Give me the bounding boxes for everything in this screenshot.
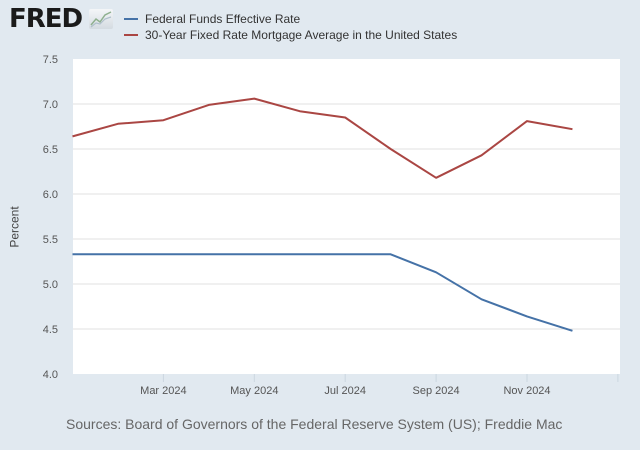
legend-label: Federal Funds Effective Rate — [145, 12, 301, 26]
legend-label: 30-Year Fixed Rate Mortgage Average in t… — [145, 28, 458, 42]
x-tick-label: Mar 2024 — [140, 385, 186, 397]
y-tick-label: 5.0 — [43, 279, 58, 291]
legend-item-fed-funds[interactable]: Federal Funds Effective Rate — [124, 11, 457, 27]
series-line-1 — [72, 97, 573, 179]
source-note: Sources: Board of Governors of the Feder… — [66, 416, 563, 432]
x-tick-label: Jul 2024 — [324, 385, 366, 397]
y-tick-label: 6.5 — [43, 144, 58, 156]
fred-logo[interactable]: FRED — [9, 4, 83, 34]
y-tick-label: 5.5 — [43, 234, 58, 246]
legend: Federal Funds Effective Rate 30-Year Fix… — [124, 11, 457, 43]
y-tick-label: 7.0 — [43, 99, 58, 111]
y-tick-label: 4.0 — [43, 369, 58, 381]
y-tick-label: 7.5 — [43, 54, 58, 66]
legend-item-mortgage[interactable]: 30-Year Fixed Rate Mortgage Average in t… — [124, 27, 457, 43]
x-tick-label: Sep 2024 — [413, 385, 460, 397]
y-tick-label: 6.0 — [43, 189, 58, 201]
x-tick-label: Nov 2024 — [503, 385, 550, 397]
x-tick-label: May 2024 — [230, 385, 278, 397]
y-tick-label: 4.5 — [43, 324, 58, 336]
legend-swatch — [124, 34, 138, 36]
plot-area — [73, 59, 620, 374]
line-chart-icon — [89, 9, 113, 29]
series-line-0 — [72, 253, 573, 332]
legend-swatch — [124, 18, 138, 20]
